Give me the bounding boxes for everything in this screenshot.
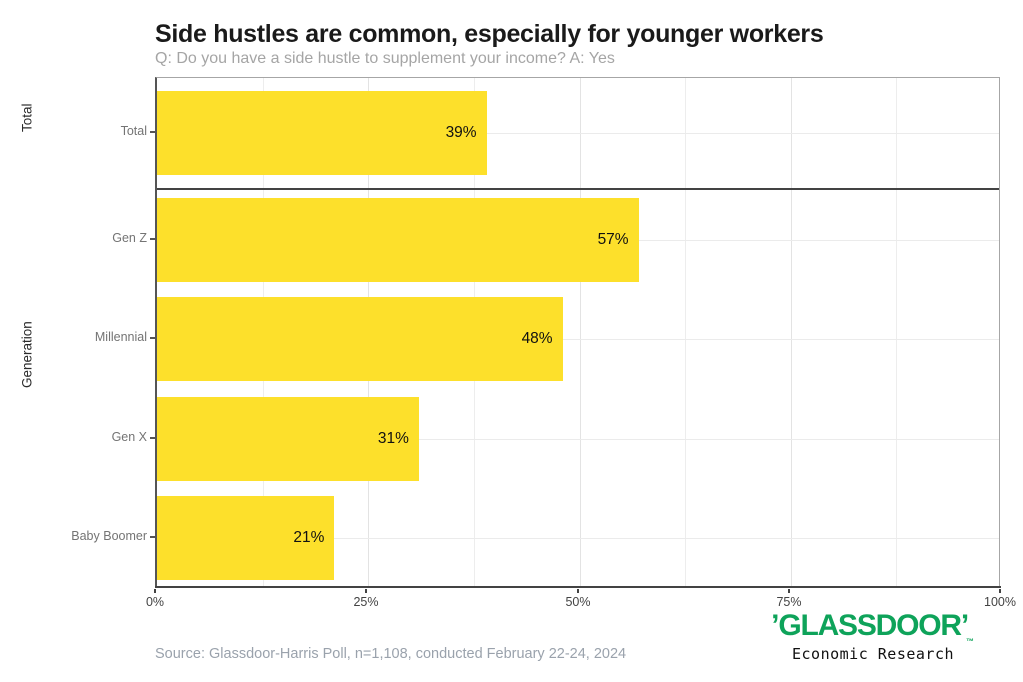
bar [157,397,419,481]
brand-logo: ’GLASSDOOR’™ Economic Research [767,609,979,664]
bar [157,198,639,282]
x-axis-tick [999,589,1001,593]
x-axis-tick-label: 0% [145,595,165,609]
category-label: Total [120,124,147,138]
x-axis-tick [788,589,790,593]
y-axis-tick [150,536,155,538]
source-note: Source: Glassdoor-Harris Poll, n=1,108, … [155,646,627,662]
brand-tagline: Economic Research [791,645,955,663]
category-label: Gen Z [112,231,147,245]
x-axis-tick [365,589,367,593]
major-gridline [579,78,581,587]
brand-wordmark: ’GLASSDOOR’™ [771,609,975,646]
bar-value-label: 21% [293,529,325,546]
x-axis-tick-label: 25% [353,595,379,609]
chart-title: Side hustles are common, especially for … [155,20,824,48]
bar [157,91,487,175]
bar-value-label: 31% [377,430,409,447]
minor-gridline [896,78,898,587]
category-label: Gen X [111,430,147,444]
row-gridline [157,339,999,340]
brand-left-quote: ’ [771,609,779,642]
chart-subtitle: Q: Do you have a side hustle to suppleme… [155,50,615,67]
x-axis-tick [577,589,579,593]
brand-wordmark-text: GLASSDOOR [778,609,962,642]
facet-separator [157,188,999,190]
brand-right-quote: ’ [960,609,969,642]
row-gridline [157,538,999,539]
plot-area: 39% 57% 48% 31% 21% [155,77,1000,587]
x-axis-tick [154,589,156,593]
x-axis-tick-label: 75% [776,595,802,609]
minor-gridline [685,78,687,587]
x-axis-tick-label: 100% [984,595,1016,609]
x-axis-line [155,586,1001,588]
y-axis-tick [150,437,155,439]
category-label: Millennial [94,330,147,344]
bar-value-label: 57% [597,231,629,248]
row-gridline [157,439,999,440]
y-axis-tick [150,131,155,133]
y-axis-tick [150,337,155,339]
trademark-symbol: ™ [966,637,974,646]
row-gridline [157,133,999,134]
bar [157,297,563,381]
x-axis-tick-label: 50% [565,595,591,609]
bar-value-label: 39% [445,124,477,141]
y-axis-tick [150,238,155,240]
major-gridline [790,78,792,587]
category-label: Baby Boomer [71,529,147,543]
bar-value-label: 48% [521,330,553,347]
bar [157,496,335,580]
